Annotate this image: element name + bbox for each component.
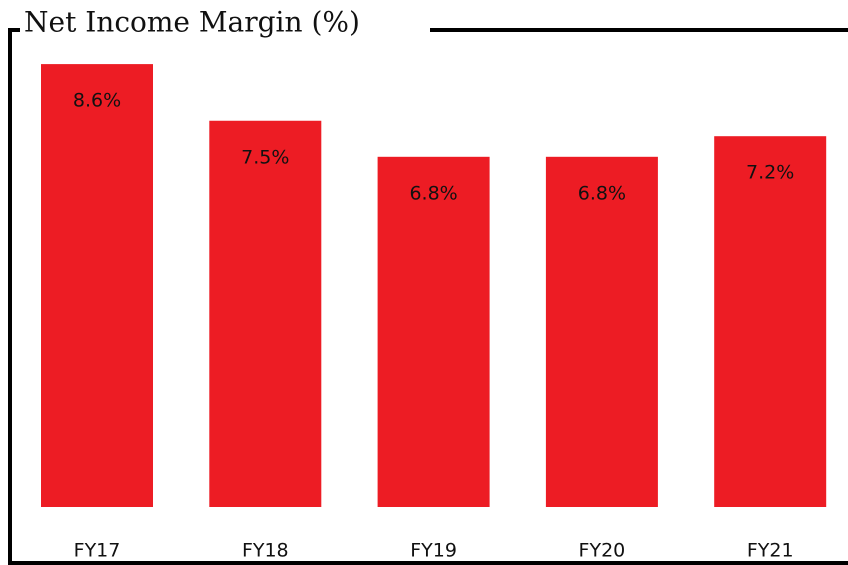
value-label: 7.2% [746,162,794,184]
x-tick-label: FY21 [747,540,794,562]
value-label: 7.5% [241,146,289,168]
x-tick-label: FY17 [74,540,121,562]
bar [714,136,827,507]
bar [41,64,153,507]
value-label: 6.8% [409,182,457,204]
x-tick-label: FY19 [410,540,457,562]
bar [209,120,322,507]
value-label: 8.6% [73,90,121,112]
bar [377,156,490,508]
x-tick-label: FY20 [579,540,626,562]
value-label: 6.8% [578,182,626,204]
frame [8,28,848,565]
x-tick-label: FY18 [242,540,289,562]
bar [545,156,658,508]
chart-title: Net Income Margin (%) [24,6,360,39]
